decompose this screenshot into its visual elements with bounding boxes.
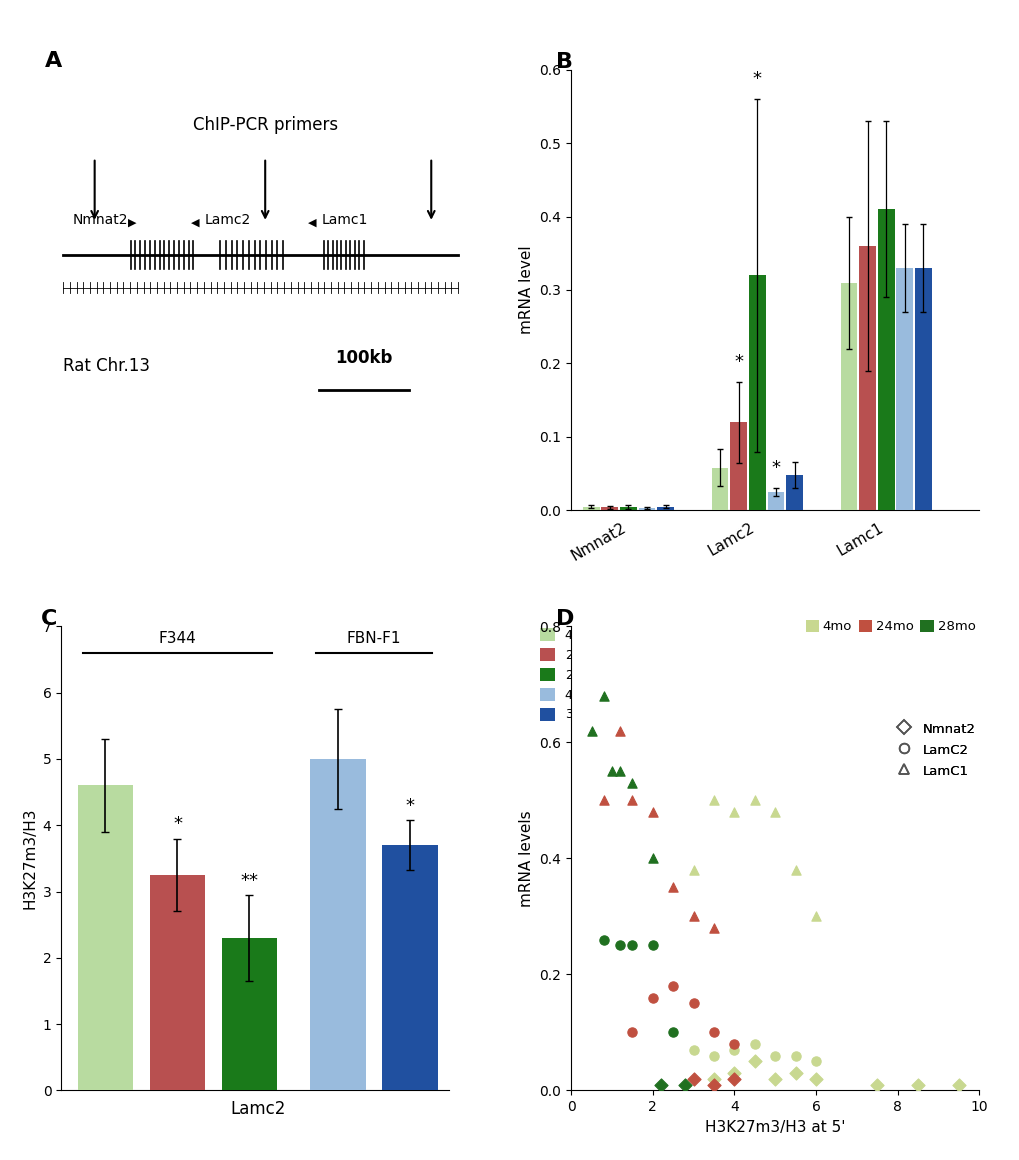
Point xyxy=(787,1046,803,1065)
Point xyxy=(807,907,823,926)
Text: FBN-F1: FBN-F1 xyxy=(346,631,400,646)
Text: *: * xyxy=(734,353,743,371)
Text: *: * xyxy=(770,458,780,477)
Y-axis label: mRNA level: mRNA level xyxy=(519,246,533,334)
Text: F344: F344 xyxy=(158,631,197,646)
Point xyxy=(746,1035,762,1053)
Bar xyxy=(150,875,205,1090)
Text: A: A xyxy=(45,51,62,71)
Bar xyxy=(877,209,894,510)
Text: B: B xyxy=(555,52,573,72)
Point xyxy=(583,722,599,740)
Bar xyxy=(638,508,655,510)
Point xyxy=(664,1023,681,1042)
Point xyxy=(652,1075,668,1094)
Point xyxy=(664,878,681,897)
Point xyxy=(624,936,640,955)
Text: 100kb: 100kb xyxy=(335,348,392,367)
Point xyxy=(624,1023,640,1042)
Text: ▶: ▶ xyxy=(128,217,137,227)
Point xyxy=(595,930,611,949)
Bar xyxy=(221,938,277,1090)
Bar xyxy=(748,275,765,510)
Text: D: D xyxy=(555,609,574,629)
Point xyxy=(766,1070,783,1088)
Point xyxy=(787,861,803,879)
Text: ChIP-PCR primers: ChIP-PCR primers xyxy=(193,116,337,135)
Point xyxy=(746,791,762,810)
Y-axis label: mRNA levels: mRNA levels xyxy=(519,810,533,907)
Bar xyxy=(620,507,636,510)
Point xyxy=(705,1075,721,1094)
X-axis label: H3K27m3/H3 at 5': H3K27m3/H3 at 5' xyxy=(704,1119,845,1134)
Bar xyxy=(711,467,728,510)
Text: C: C xyxy=(41,609,57,629)
Text: Rat Chr.13: Rat Chr.13 xyxy=(63,357,150,376)
Bar xyxy=(77,785,133,1090)
Point xyxy=(685,1041,701,1059)
Bar xyxy=(766,492,784,510)
Legend: Nmnat2, LamC2, LamC1: Nmnat2, LamC2, LamC1 xyxy=(890,717,980,783)
Y-axis label: H3K27m3/H3: H3K27m3/H3 xyxy=(22,807,37,909)
Text: *: * xyxy=(752,70,761,88)
Text: ◀: ◀ xyxy=(308,217,316,227)
Point xyxy=(685,861,701,879)
Bar xyxy=(730,422,746,510)
Point xyxy=(685,907,701,926)
Point xyxy=(766,1046,783,1065)
Text: Nmnat2: Nmnat2 xyxy=(72,213,127,227)
Point xyxy=(787,1064,803,1082)
Point xyxy=(685,1070,701,1088)
Point xyxy=(611,722,628,740)
Bar xyxy=(601,507,618,510)
Point xyxy=(644,803,660,821)
Point xyxy=(677,1075,693,1094)
Point xyxy=(807,1070,823,1088)
Bar xyxy=(858,246,875,510)
Point xyxy=(726,1070,742,1088)
Bar xyxy=(310,759,366,1090)
Point xyxy=(909,1075,925,1094)
Point xyxy=(726,803,742,821)
Point xyxy=(624,774,640,792)
Point xyxy=(726,1035,742,1053)
Point xyxy=(603,762,620,781)
Point xyxy=(705,1070,721,1088)
Text: Lamc1: Lamc1 xyxy=(321,213,367,227)
Point xyxy=(705,919,721,937)
Text: *: * xyxy=(173,815,181,833)
Bar xyxy=(840,283,856,510)
Point xyxy=(644,988,660,1007)
Text: *: * xyxy=(406,797,414,814)
Bar xyxy=(582,507,599,510)
Point xyxy=(766,803,783,821)
Point xyxy=(624,791,640,810)
Bar xyxy=(786,476,802,510)
Text: Lamc2: Lamc2 xyxy=(205,213,251,227)
Point xyxy=(868,1075,884,1094)
Point xyxy=(950,1075,966,1094)
Point xyxy=(595,791,611,810)
Point xyxy=(664,977,681,995)
Point xyxy=(685,994,701,1013)
Bar xyxy=(896,268,912,510)
Point xyxy=(611,936,628,955)
Point xyxy=(644,849,660,868)
Text: **: ** xyxy=(240,871,258,890)
Point xyxy=(726,1041,742,1059)
Point xyxy=(611,762,628,781)
Point xyxy=(595,687,611,705)
Point xyxy=(705,791,721,810)
Bar xyxy=(656,507,674,510)
Point xyxy=(726,1064,742,1082)
Point xyxy=(746,1052,762,1071)
Point xyxy=(644,936,660,955)
Point xyxy=(705,1046,721,1065)
Bar xyxy=(914,268,930,510)
Point xyxy=(807,1052,823,1071)
Text: ◀: ◀ xyxy=(191,217,200,227)
Point xyxy=(705,1023,721,1042)
Legend: 4mo, 24mo, 28mo, 4mo, 32mo: 4mo, 24mo, 28mo, 4mo, 32mo xyxy=(534,623,604,726)
Bar xyxy=(382,846,437,1090)
